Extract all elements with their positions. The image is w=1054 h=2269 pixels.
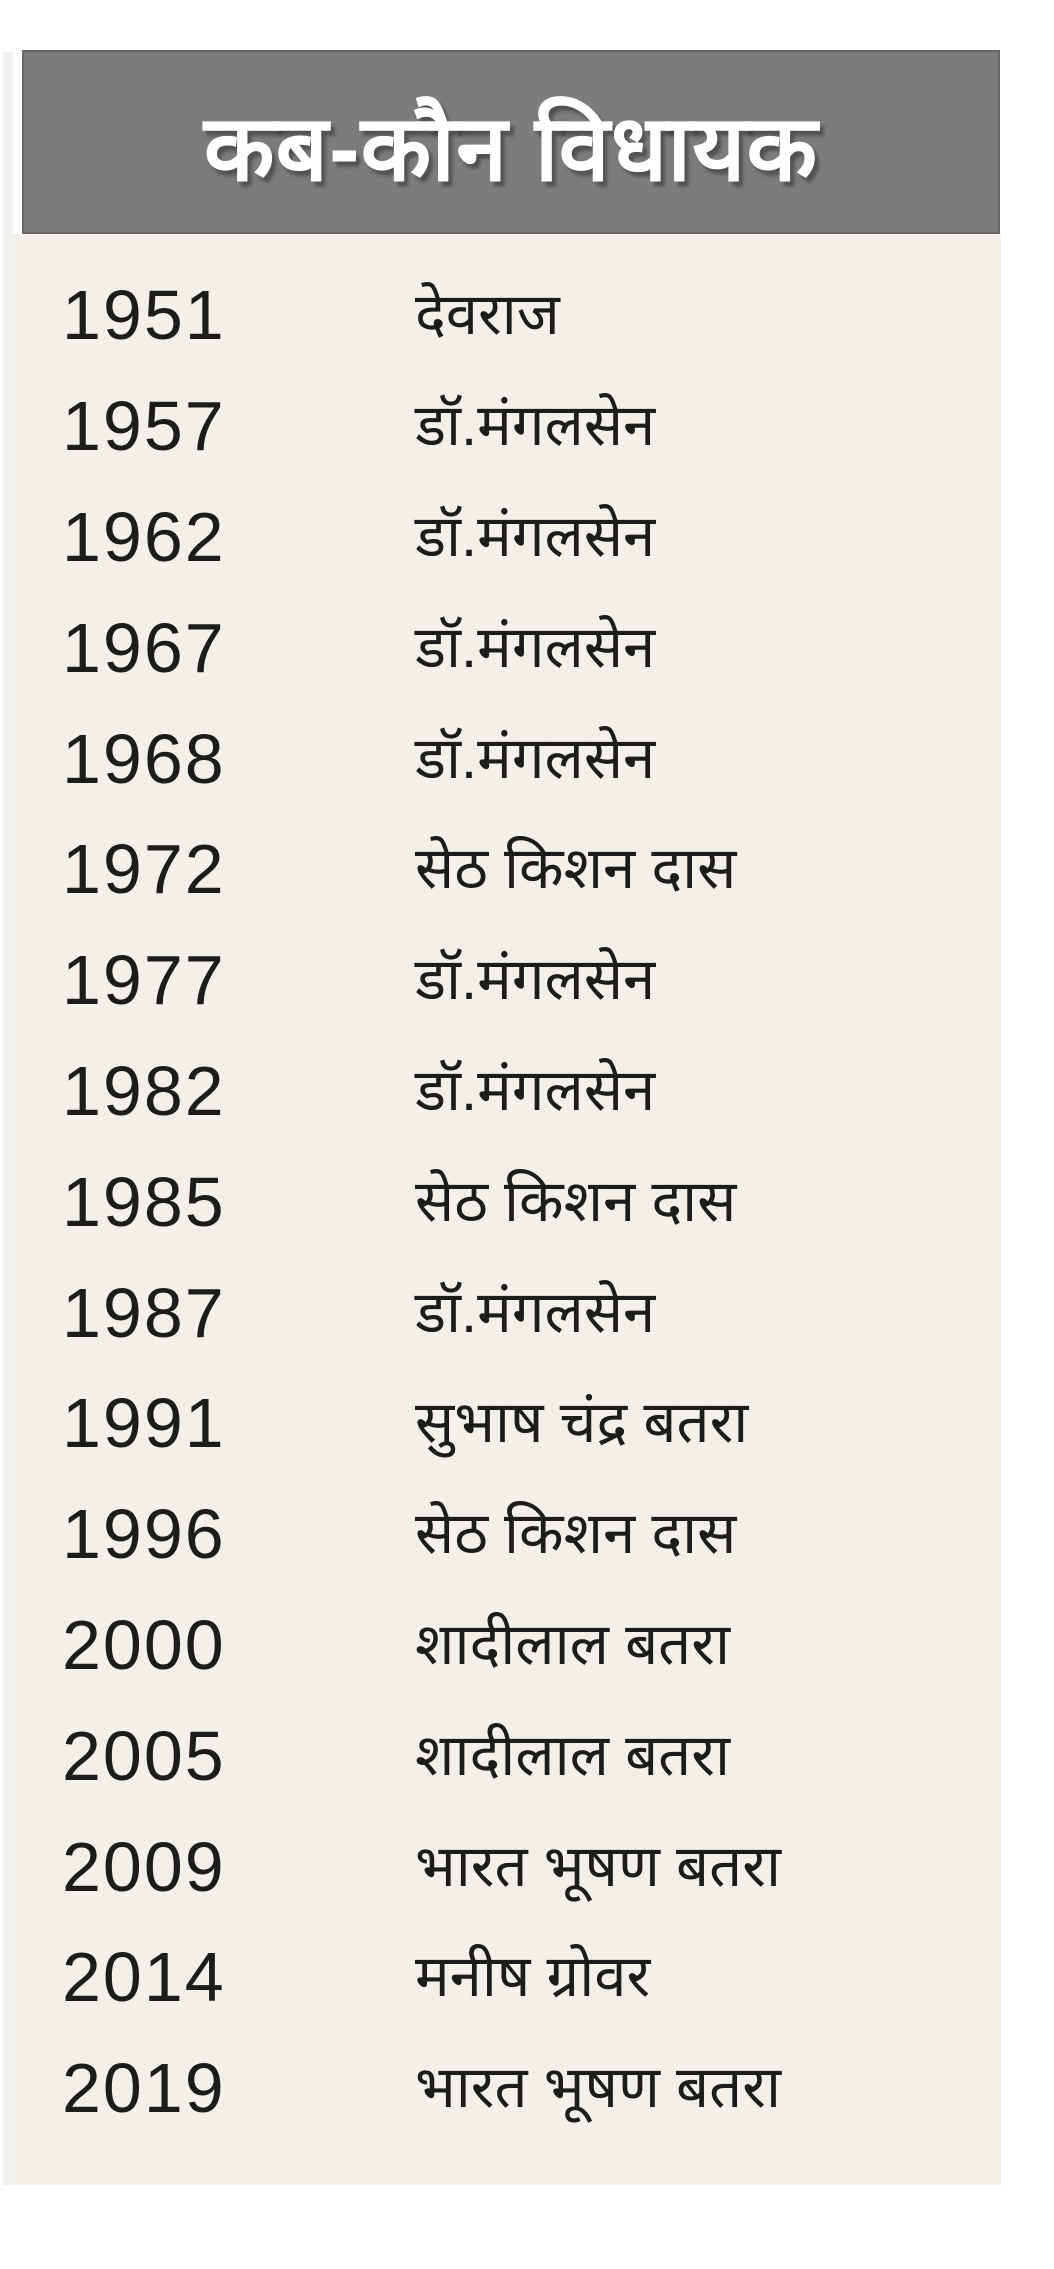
year-cell: 2000 (62, 1605, 226, 1684)
mla-name-cell: डॉ.मंगलसेन (415, 1057, 656, 1123)
year-cell: 2009 (62, 1827, 226, 1906)
table-row: 1968 डॉ.मंगलसेन (13, 703, 1001, 814)
mla-name-cell: डॉ.मंगलसेन (415, 393, 656, 459)
year-cell: 1987 (62, 1273, 226, 1352)
mla-table-panel: 1951 देवराज 1957 डॉ.मंगलसेन 1962 डॉ.मंगल… (13, 234, 1001, 2185)
mla-name-cell: डॉ.मंगलसेन (415, 725, 656, 791)
year-cell: 1957 (62, 387, 226, 466)
mla-name-cell: भारत भूषण बतरा (415, 1833, 781, 1899)
table-row: 1962 डॉ.मंगलसेन (13, 482, 1001, 593)
table-row: 2009 भारत भूषण बतरा (13, 1811, 1001, 1922)
mla-year-list: 1951 देवराज 1957 डॉ.मंगलसेन 1962 डॉ.मंगल… (13, 260, 1001, 2144)
mla-name-cell: डॉ.मंगलसेन (415, 503, 656, 569)
mla-name-cell: डॉ.मंगलसेन (415, 1279, 656, 1345)
table-row: 1951 देवराज (13, 260, 1001, 371)
mla-name-cell: शादीलाल बतरा (415, 1722, 730, 1788)
year-cell: 2005 (62, 1716, 226, 1795)
year-cell: 1985 (62, 1162, 226, 1241)
table-row: 1987 डॉ.मंगलसेन (13, 1257, 1001, 1368)
table-row: 1977 डॉ.मंगलसेन (13, 925, 1001, 1036)
year-cell: 2014 (62, 1938, 226, 2017)
mla-name-cell: सेठ किशन दास (415, 1501, 737, 1567)
mla-name-cell: शादीलाल बतरा (415, 1611, 730, 1677)
table-row: 1972 सेठ किशन दास (13, 814, 1001, 925)
year-cell: 1968 (62, 719, 226, 798)
mla-name-cell: सेठ किशन दास (415, 836, 737, 902)
page-title: कब-कौन विधायक (203, 98, 819, 200)
year-cell: 1977 (62, 941, 226, 1020)
table-row: 1957 डॉ.मंगलसेन (13, 371, 1001, 482)
table-row: 2019 भारत भूषण बतरा (13, 2033, 1001, 2144)
mla-name-cell: सुभाष चंद्र बतरा (415, 1390, 749, 1456)
scan-edge-strip (3, 52, 13, 2185)
mla-name-cell: देवराज (415, 282, 560, 348)
year-cell: 1972 (62, 830, 226, 909)
table-row: 2014 मनीष ग्रोवर (13, 1922, 1001, 2033)
mla-name-cell: भारत भूषण बतरा (415, 2055, 781, 2121)
year-cell: 1962 (62, 497, 226, 576)
table-row: 2000 शादीलाल बतरा (13, 1590, 1001, 1701)
mla-name-cell: डॉ.मंगलसेन (415, 947, 656, 1013)
year-cell: 1982 (62, 1051, 226, 1130)
table-row: 2005 शादीलाल बतरा (13, 1700, 1001, 1811)
year-cell: 1996 (62, 1495, 226, 1574)
table-row: 1996 सेठ किशन दास (13, 1479, 1001, 1590)
table-row: 1967 डॉ.मंगलसेन (13, 592, 1001, 703)
year-cell: 1967 (62, 608, 226, 687)
table-row: 1991 सुभाष चंद्र बतरा (13, 1368, 1001, 1479)
year-cell: 2019 (62, 2049, 226, 2128)
year-cell: 1951 (62, 276, 226, 355)
year-cell: 1991 (62, 1384, 226, 1463)
title-bar: कब-कौन विधायक (22, 50, 1000, 234)
table-row: 1985 सेठ किशन दास (13, 1146, 1001, 1257)
mla-name-cell: मनीष ग्रोवर (415, 1944, 651, 2010)
table-row: 1982 डॉ.मंगलसेन (13, 1036, 1001, 1147)
mla-name-cell: डॉ.मंगलसेन (415, 614, 656, 680)
mla-name-cell: सेठ किशन दास (415, 1168, 737, 1234)
